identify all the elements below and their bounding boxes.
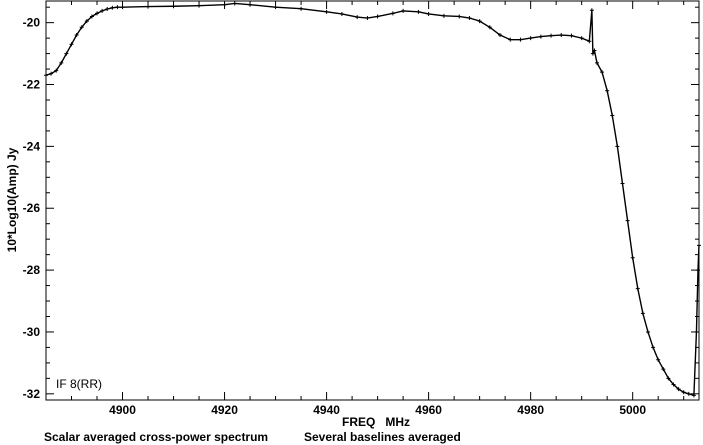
data-point [508,37,513,42]
data-point [589,8,594,13]
data-point [390,11,395,16]
y-tick-label: -26 [23,201,41,215]
data-point [477,19,482,24]
data-point [79,25,84,30]
data-point [671,382,676,387]
data-point [74,33,79,38]
data-point [615,144,620,149]
data-point [538,34,543,39]
footer-left: Scalar averaged cross-power spectrum [44,430,268,444]
x-tick-label: 4900 [109,403,136,417]
y-tick-label: -32 [23,387,41,401]
data-point [120,5,125,10]
data-point [84,19,89,24]
data-point [686,391,691,396]
data-point [49,71,54,76]
data-point [694,329,699,334]
x-tick-label: 4980 [517,403,544,417]
plot-frame [45,0,700,401]
data-point [600,70,605,75]
x-tick-label: 5000 [619,403,646,417]
data-point [487,25,492,30]
x-tick-label: 4920 [211,403,238,417]
y-tick-label: -30 [23,325,41,339]
data-point [299,6,304,11]
data-point [467,16,472,21]
data-point [559,33,564,38]
data-point [171,4,176,9]
data-point [594,60,599,65]
data-point [64,51,69,56]
data-point [89,14,94,19]
data-point [324,9,329,14]
data-point [605,88,610,93]
x-tick-labels: 4900 4920 4940 4960 4980 5000 [109,403,646,417]
data-point [549,33,554,38]
spectrum-line-0 [45,2,700,397]
x-tick-label: 4960 [415,403,442,417]
data-point [44,73,48,78]
data-point [528,36,533,41]
data-point [105,7,110,12]
data-point [666,376,671,381]
data-point [635,286,640,291]
data-point [610,113,615,118]
data-point [339,11,344,16]
data-point [697,243,701,248]
if-annotation: IF 8(RR) [56,377,102,391]
y-tick-label: -20 [23,16,41,30]
data-point [651,345,656,350]
data-point [645,329,650,334]
data-point [592,48,597,53]
y-tick-label: -22 [23,78,41,92]
data-point [248,2,253,7]
data-point [441,13,446,18]
data-point [640,311,645,316]
footer-right: Several baselines averaged [304,430,461,444]
data-point [197,3,202,8]
data-point [590,51,595,56]
data-point [587,39,592,44]
data-point [115,5,120,10]
data-point [355,15,360,20]
data-point [375,14,380,19]
data-point [569,33,574,38]
data-point [620,181,625,186]
data-point [54,68,59,73]
data-point [695,268,700,273]
x-axis-title: FREQ MHz [342,415,410,429]
x-tick-label: 4940 [313,403,340,417]
data-point [661,367,666,372]
data-point [273,5,278,10]
y-axis-title: 10*Log10(Amp) Jy [5,147,19,252]
data-point [110,5,115,10]
data-point [426,11,431,16]
data-point [625,218,630,223]
data-point [232,1,237,6]
data-point [365,16,370,21]
data-point [95,11,100,16]
data-point [416,9,421,14]
data-point [518,37,523,42]
data-point [630,255,635,260]
y-tick-labels: -20 -22 -24 -26 -28 -30 -32 [23,16,41,401]
data-point [498,33,503,38]
y-tick-label: -28 [23,263,41,277]
data-point [59,60,64,65]
data-point [100,8,105,13]
data-point [656,357,661,362]
data-point [457,14,462,19]
series-group [44,1,701,398]
data-point [676,387,681,392]
data-point [146,4,151,9]
axis-ticks [46,1,699,400]
data-point [681,390,686,395]
data-point [401,8,406,13]
data-point [69,42,74,47]
data-point [579,36,584,41]
y-tick-label: -24 [23,139,41,153]
data-point [691,393,696,398]
data-point [222,2,227,7]
